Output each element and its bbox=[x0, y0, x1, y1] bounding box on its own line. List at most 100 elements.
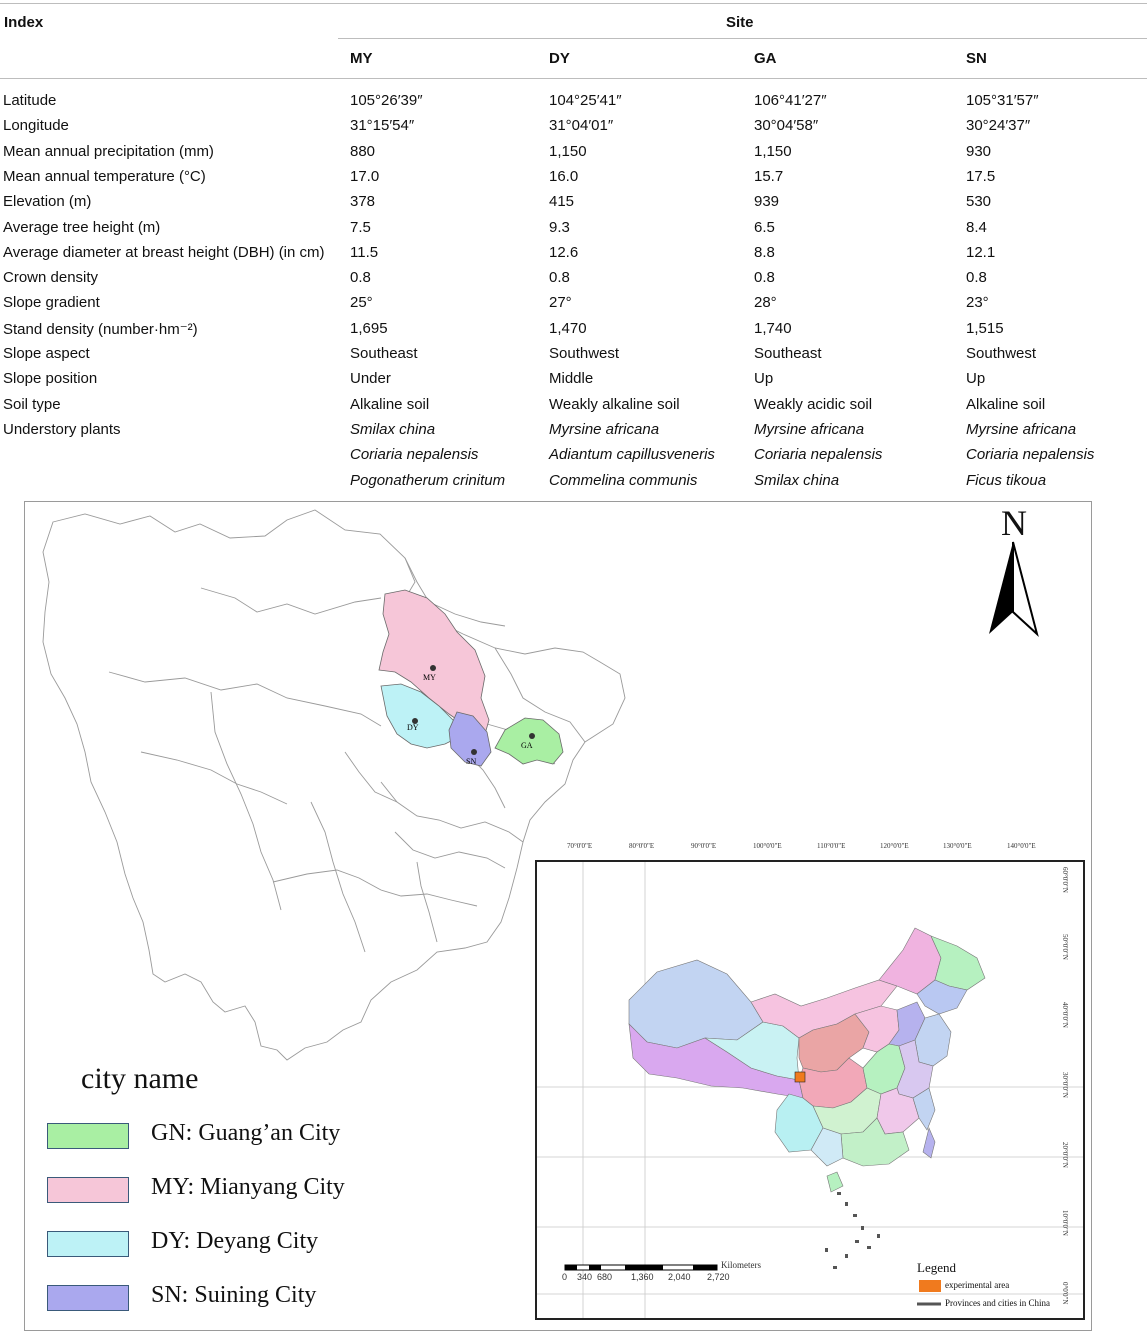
scale-tick: 0 bbox=[562, 1272, 568, 1282]
row-label: Latitude bbox=[3, 92, 57, 109]
lon-tick: 120°0'0"E bbox=[880, 842, 909, 850]
table-cell: 6.5 bbox=[754, 219, 775, 236]
lon-tick: 70°0'0"E bbox=[567, 842, 593, 850]
table-cell: Weakly acidic soil bbox=[754, 396, 873, 413]
table-cell: 8.8 bbox=[754, 244, 775, 261]
header-bottom-rule bbox=[0, 78, 1147, 79]
lon-tick: 100°0'0"E bbox=[753, 842, 782, 850]
table-cell: Alkaline soil bbox=[350, 396, 430, 413]
legend-label-provinces: Provinces and cities in China bbox=[945, 1298, 1050, 1308]
table-cell: Up bbox=[966, 370, 986, 387]
site-col-ga: GA bbox=[754, 50, 777, 67]
lon-tick: 110°0'0"E bbox=[817, 842, 846, 850]
legend-item: GN: Guang’an City bbox=[47, 1120, 467, 1157]
china-provinces bbox=[628, 927, 986, 1193]
legend-label: DY: Deyang City bbox=[151, 1228, 319, 1254]
table-cell: 15.7 bbox=[754, 168, 784, 185]
table-cell: Myrsine africana bbox=[549, 421, 660, 438]
lat-tick: 0°0'0"N bbox=[1061, 1282, 1069, 1305]
table-top-rule bbox=[0, 3, 1147, 4]
table-cell: 16.0 bbox=[549, 168, 579, 185]
row-label: Crown density bbox=[3, 269, 99, 286]
row-label: Average tree height (m) bbox=[3, 219, 161, 236]
table-cell: 27° bbox=[549, 294, 572, 311]
site-col-sn: SN bbox=[966, 50, 987, 67]
scale-tick: 2,040 bbox=[668, 1272, 691, 1282]
scale-tick: 680 bbox=[597, 1272, 613, 1282]
legend-label: SN: Suining City bbox=[151, 1282, 317, 1308]
table-cell: 8.4 bbox=[966, 219, 987, 236]
table-cell: 17.0 bbox=[350, 168, 380, 185]
table-cell: Myrsine africana bbox=[966, 421, 1077, 438]
table-cell: Southwest bbox=[549, 345, 620, 362]
row-label: Slope gradient bbox=[3, 294, 100, 311]
marker-sn bbox=[471, 749, 477, 755]
site-header-rule bbox=[338, 38, 1147, 39]
legend-item: DY: Deyang City bbox=[47, 1228, 467, 1265]
lon-tick: 130°0'0"E bbox=[943, 842, 972, 850]
table-cell: 25° bbox=[350, 294, 373, 311]
marker-label-dy: DY bbox=[407, 723, 419, 732]
scale-unit-label: Kilometers bbox=[721, 1260, 761, 1270]
table-cell: 31°04′01″ bbox=[549, 117, 614, 134]
row-label: Mean annual precipitation (mm) bbox=[3, 143, 214, 160]
table-cell: Coriaria nepalensis bbox=[754, 446, 883, 463]
table-cell: 30°24′37″ bbox=[966, 117, 1031, 134]
marker-label-ga: GA bbox=[521, 741, 533, 750]
lat-tick: 60°0'0"N bbox=[1061, 867, 1069, 893]
table-cell: Smilax china bbox=[754, 472, 840, 489]
scale-tick: 340 bbox=[577, 1272, 593, 1282]
lat-tick: 40°0'0"N bbox=[1061, 1002, 1069, 1028]
table-cell: 12.6 bbox=[549, 244, 579, 261]
table-cell: 31°15′54″ bbox=[350, 117, 415, 134]
scale-tick: 1,360 bbox=[631, 1272, 654, 1282]
marker-dy bbox=[412, 718, 418, 724]
table-cell: Ficus tikoua bbox=[966, 472, 1047, 489]
legend-item: MY: Mianyang City bbox=[47, 1174, 467, 1211]
legend-label: GN: Guang’an City bbox=[151, 1120, 341, 1146]
table-cell: Under bbox=[350, 370, 391, 387]
legend-swatch-guangan bbox=[47, 1123, 129, 1149]
china-map bbox=[537, 862, 1083, 1318]
lat-tick: 20°0'0"N bbox=[1061, 1142, 1069, 1168]
table-cell: 12.1 bbox=[966, 244, 996, 261]
table-cell: 880 bbox=[350, 143, 376, 160]
table-cell: Southeast bbox=[350, 345, 418, 362]
table-cell: 104°25′41″ bbox=[549, 92, 622, 109]
scale-tick: 2,720 bbox=[707, 1272, 730, 1282]
row-label: Slope aspect bbox=[3, 345, 90, 362]
suining-region bbox=[448, 711, 492, 767]
site-col-my: MY bbox=[350, 50, 373, 67]
legend-title: city name bbox=[81, 1062, 199, 1095]
lat-tick: 10°0'0"N bbox=[1061, 1210, 1069, 1236]
table-cell: Adiantum capillusveneris bbox=[549, 446, 715, 463]
table-cell: 530 bbox=[966, 193, 992, 210]
site-header: Site bbox=[726, 14, 754, 31]
table-cell: 17.5 bbox=[966, 168, 996, 185]
table-cell: Commelina communis bbox=[549, 472, 698, 489]
table-cell: 105°31′57″ bbox=[966, 92, 1039, 109]
marker-my bbox=[430, 665, 436, 671]
legend-swatch-mianyang bbox=[47, 1177, 129, 1203]
table-cell: Southeast bbox=[754, 345, 822, 362]
table-cell: Middle bbox=[549, 370, 594, 387]
table-cell: 9.3 bbox=[549, 219, 570, 236]
table-cell: 28° bbox=[754, 294, 777, 311]
marker-label-sn: SN bbox=[466, 757, 476, 766]
province-outline bbox=[42, 509, 626, 1061]
table-cell: 0.8 bbox=[966, 269, 987, 286]
table-cell: 939 bbox=[754, 193, 780, 210]
table-cell: Alkaline soil bbox=[966, 396, 1046, 413]
sichuan-map: MY DY SN GA bbox=[42, 509, 1039, 1061]
table-cell: 106°41′27″ bbox=[754, 92, 827, 109]
table-cell: Up bbox=[754, 370, 774, 387]
table-cell: 930 bbox=[966, 143, 992, 160]
row-label: Slope position bbox=[3, 370, 98, 387]
marker-ga bbox=[529, 733, 535, 739]
table-cell: Pogonatherum crinitum bbox=[350, 472, 506, 489]
table-cell: 0.8 bbox=[350, 269, 371, 286]
table-cell: Coriaria nepalensis bbox=[966, 446, 1095, 463]
legend-swatch-deyang bbox=[47, 1231, 129, 1257]
table-cell: 7.5 bbox=[350, 219, 371, 236]
table-cell: 378 bbox=[350, 193, 376, 210]
